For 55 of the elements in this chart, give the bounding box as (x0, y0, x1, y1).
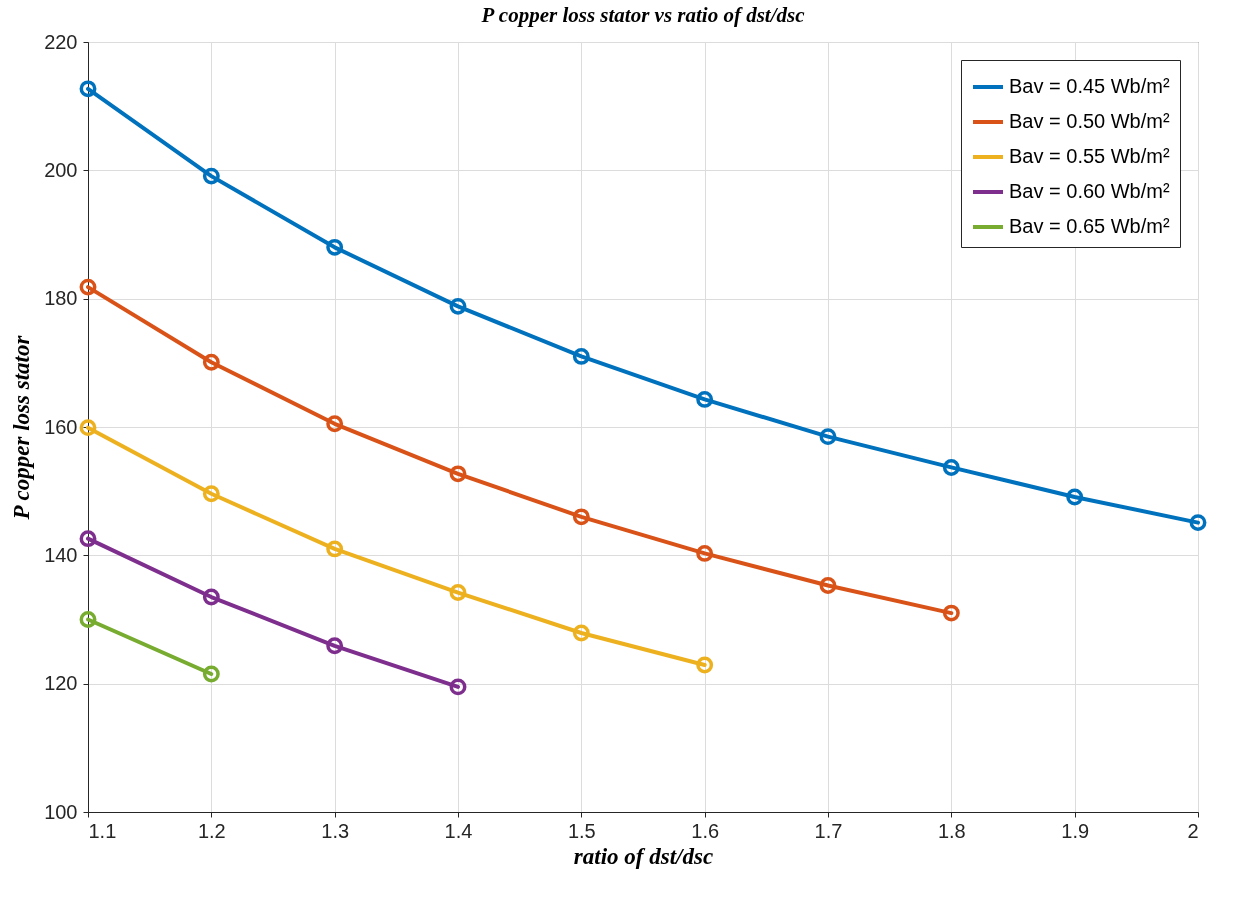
point (202, 485, 220, 503)
legend-label: Bav = 0.60 Wb/m² (1009, 180, 1170, 202)
x-tick-label: 1.1 (88, 819, 117, 842)
point (79, 530, 97, 548)
y-tick-label: 140 (44, 543, 78, 566)
legend-label: Bav = 0.45 Wb/m² (1009, 75, 1170, 97)
point (572, 624, 590, 642)
y-tick-label: 160 (44, 415, 78, 438)
point (202, 353, 220, 371)
x-tick-label: 1.8 (937, 819, 966, 842)
x-tick-label: 1.4 (444, 819, 473, 842)
point (326, 540, 344, 558)
y-tick-label: 180 (44, 287, 78, 310)
point (572, 347, 590, 365)
point (696, 544, 714, 562)
point (449, 584, 467, 601)
point (79, 419, 97, 437)
point (819, 428, 837, 446)
point (572, 508, 590, 526)
point (79, 278, 97, 296)
x-tick-label: 1.7 (814, 819, 843, 842)
legend-label: Bav = 0.50 Wb/m² (1009, 110, 1170, 132)
point (202, 588, 220, 606)
point (696, 656, 714, 674)
legend-label: Bav = 0.65 Wb/m² (1009, 215, 1170, 237)
point (79, 80, 97, 98)
y-axis-title: P copper loss stator (9, 334, 35, 521)
point (79, 611, 97, 628)
x-tick-label: 1.9 (1061, 819, 1090, 842)
point (942, 458, 960, 476)
point (326, 415, 344, 433)
legend-label: Bav = 0.55 Wb/m² (1009, 145, 1170, 167)
y-tick-label: 200 (44, 158, 78, 181)
x-axis-title: ratio of dst/dsc (573, 843, 714, 869)
x-tick-label: 1.5 (567, 819, 596, 842)
point (202, 167, 220, 185)
y-tick-label: 220 (44, 30, 78, 53)
point (696, 390, 714, 408)
x-tick-label: 2 (1187, 819, 1199, 842)
point (819, 577, 837, 594)
point (326, 238, 344, 256)
point (1066, 488, 1084, 506)
y-tick-label: 120 (44, 672, 78, 695)
point (449, 678, 467, 696)
x-tick-label: 1.3 (321, 819, 350, 842)
point (202, 665, 220, 683)
point (449, 465, 467, 483)
x-tick-label: 1.2 (197, 819, 226, 842)
y-tick-label: 100 (44, 800, 78, 823)
point (942, 604, 960, 622)
point (449, 297, 467, 315)
x-tick-label: 1.6 (691, 819, 720, 842)
chart-title: P copper loss stator vs ratio of dst/dsc (480, 3, 806, 27)
point (326, 637, 344, 655)
point (1189, 514, 1207, 532)
